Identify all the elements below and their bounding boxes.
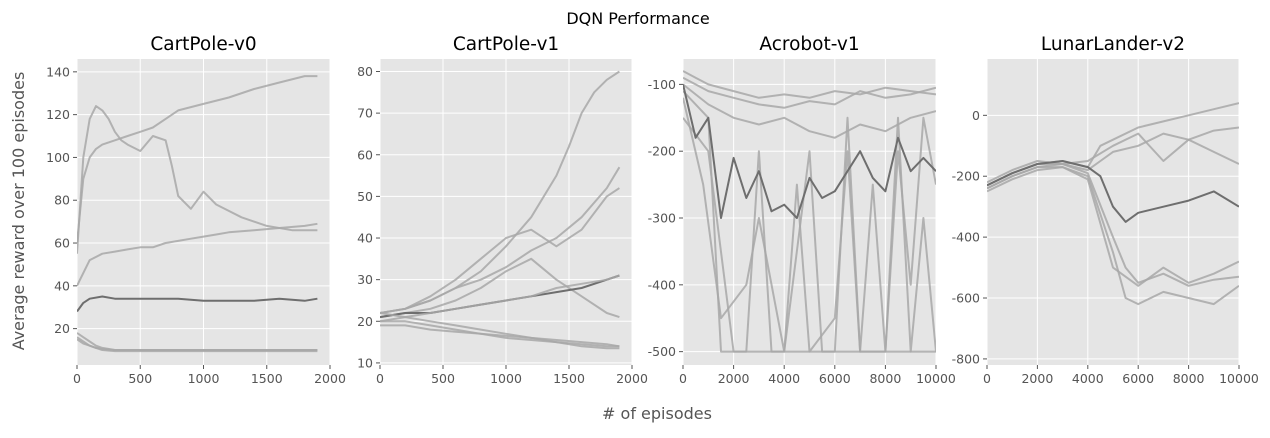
series-line-2	[77, 105, 318, 254]
series-line-5	[987, 166, 1239, 306]
series-line-3	[77, 222, 318, 287]
y-tick-label: -100	[648, 77, 676, 92]
series-line-6	[683, 97, 936, 353]
series-group	[987, 102, 1239, 306]
series-line-6	[987, 166, 1239, 287]
y-tick-label: -300	[648, 211, 676, 226]
y-tick-label: 60	[54, 236, 70, 251]
panel-title: CartPole-v1	[453, 34, 559, 55]
x-tick-label: 0	[376, 371, 384, 386]
x-tick-label: 500	[128, 371, 152, 386]
panel-4: 0 2000 4000 6000 8000 10000 -800 -600 -400 -200 0 L…	[952, 34, 1259, 386]
series-line-6	[380, 274, 620, 323]
series-line-2	[683, 76, 936, 109]
x-tick-label: 0	[679, 371, 687, 386]
x-tick-label: 0	[983, 371, 991, 386]
y-tick-label: 120	[46, 107, 70, 122]
y-tick-label: 100	[46, 150, 70, 165]
x-tick-label: 2000	[616, 371, 648, 386]
series-line-7	[987, 160, 1239, 223]
series-group	[683, 70, 936, 353]
x-tick-label: 2000	[314, 371, 346, 386]
y-tick-label: 80	[54, 193, 70, 208]
x-tick-label: 2000	[1021, 371, 1053, 386]
y-tick-label: 140	[46, 64, 70, 79]
y-tick-label: 60	[357, 147, 373, 162]
x-tick-label: 8000	[869, 371, 901, 386]
x-tick-label: 4000	[1072, 371, 1104, 386]
series-line-8	[380, 320, 620, 348]
x-tick-label: 10000	[916, 371, 956, 386]
x-tick-label: 1500	[251, 371, 283, 386]
series-line-7	[77, 338, 318, 351]
y-tick-label: 40	[357, 231, 373, 246]
panel-title: Acrobot-v1	[759, 34, 859, 55]
y-tick-label: 80	[357, 64, 373, 79]
x-tick-label: 1500	[553, 371, 585, 386]
y-tick-label: 50	[357, 189, 373, 204]
x-tick-label: 6000	[1122, 371, 1154, 386]
series-line-7	[380, 312, 620, 348]
x-tick-label: 10000	[1219, 371, 1259, 386]
series-line-3	[380, 187, 620, 314]
panel-1: 0 500 1000 1500 2000 20 40 60 80 100 120 140 CartPol…	[46, 34, 346, 386]
x-tick-label: 0	[73, 371, 81, 386]
y-tick-label: -200	[648, 144, 676, 159]
panel-title: LunarLander-v2	[1041, 34, 1185, 55]
x-tick-label: 6000	[819, 371, 851, 386]
y-tick-label: -500	[648, 344, 676, 359]
y-tick-label: -200	[952, 169, 980, 184]
series-line-7	[683, 84, 936, 219]
figure-suptitle: DQN Performance	[566, 9, 709, 28]
panel-2: 0 500 1000 1500 2000 10 20 30 40 50 60 70 80 CartPole…	[357, 34, 648, 386]
series-line-4	[380, 257, 620, 319]
series-line-3	[987, 132, 1239, 184]
y-tick-label: 0	[972, 108, 980, 123]
y-tick-label: -800	[952, 351, 980, 366]
y-tick-label: 70	[357, 106, 373, 121]
y-tick-label: 10	[357, 355, 373, 370]
x-tick-label: 4000	[768, 371, 800, 386]
y-tick-label: -400	[648, 277, 676, 292]
series-group	[380, 70, 621, 350]
panel-title: CartPole-v0	[150, 34, 256, 55]
y-tick-label: 20	[54, 321, 70, 336]
y-tick-label: 30	[357, 272, 373, 287]
series-line-1	[683, 70, 936, 99]
series-line-9	[380, 324, 620, 350]
x-tick-label: 1000	[490, 371, 522, 386]
series-line-4	[77, 295, 318, 313]
series-line-1	[77, 75, 318, 244]
figure-xlabel: # of episodes	[602, 404, 712, 423]
y-tick-label: -600	[952, 291, 980, 306]
panels: 0 500 1000 1500 200020406080100120140CartPol…	[46, 34, 1259, 386]
series-group	[77, 75, 318, 353]
x-tick-label: 1000	[188, 371, 220, 386]
panel-3: 0 2000 4000 6000 8000 10000 -500 -400 -300 -200 -1…	[648, 34, 956, 386]
y-tick-label: 40	[54, 278, 70, 293]
x-tick-label: 2000	[718, 371, 750, 386]
figure-ylabel: Average reward over 100 episodes	[9, 72, 28, 351]
y-tick-label: 20	[357, 314, 373, 329]
plot-area	[987, 59, 1239, 365]
series-line-2	[380, 166, 621, 314]
x-tick-label: 8000	[1173, 371, 1205, 386]
x-tick-label: 500	[431, 371, 455, 386]
y-tick-label: -400	[952, 230, 980, 245]
series-line-3	[683, 83, 936, 139]
